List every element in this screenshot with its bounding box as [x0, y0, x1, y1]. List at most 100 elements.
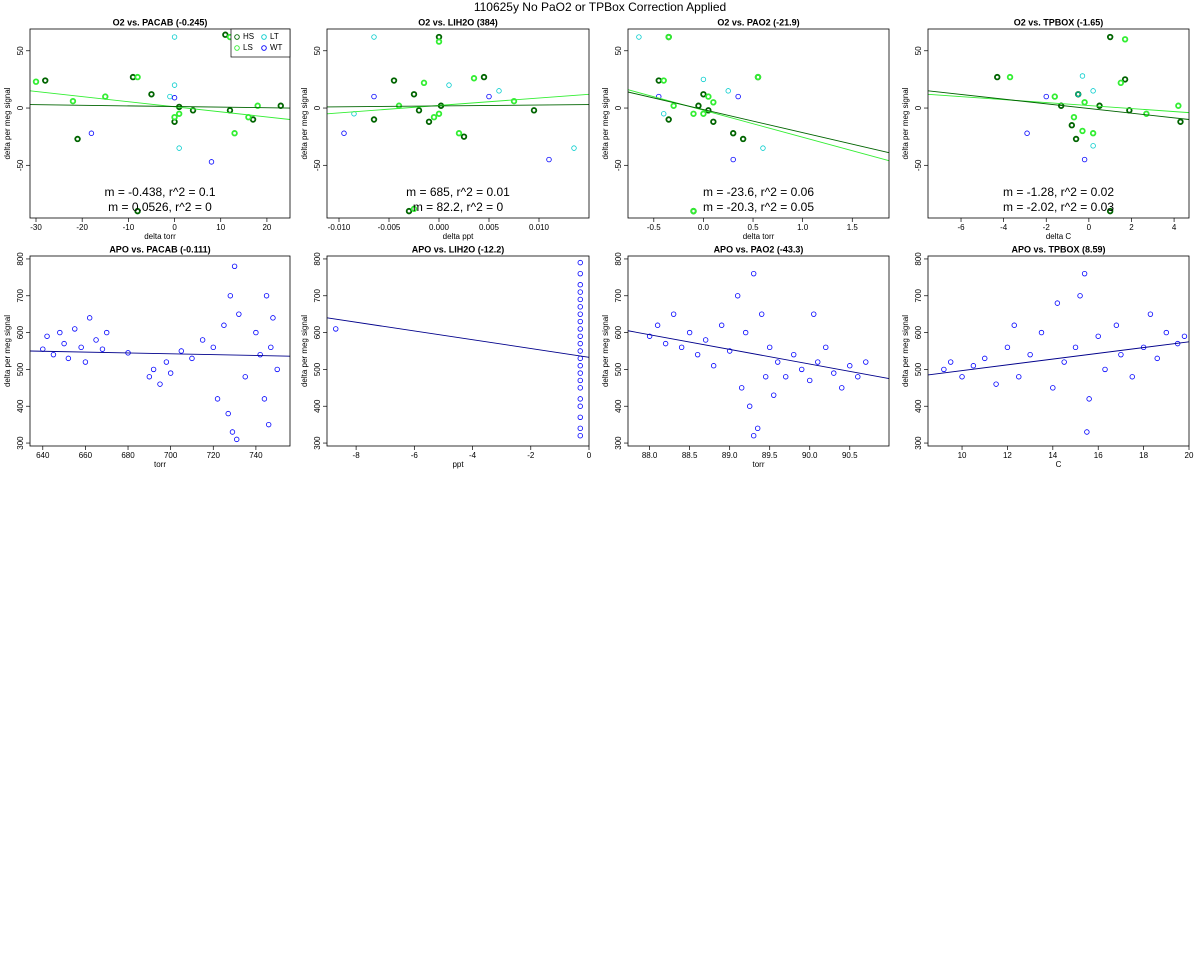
point — [146, 374, 153, 380]
point — [660, 77, 667, 84]
point — [729, 130, 737, 137]
point — [104, 329, 110, 336]
x-tick-label: 0 — [1087, 223, 1092, 232]
point — [214, 396, 221, 402]
point — [189, 355, 195, 362]
point — [171, 34, 178, 40]
point — [1143, 110, 1150, 117]
x-tick-label: 1.5 — [847, 223, 859, 232]
point — [86, 315, 93, 321]
x-tick-label: 0.0 — [698, 223, 710, 232]
point — [72, 326, 78, 332]
x-tick-label: 1.0 — [797, 223, 809, 232]
x-tick-label: 720 — [207, 451, 221, 460]
point — [1079, 127, 1086, 135]
x-tick-label: -30 — [30, 223, 42, 232]
x-tick-label: -4 — [1000, 223, 1008, 232]
y-tick-label: 50 — [614, 46, 623, 55]
fit-line — [627, 330, 890, 380]
point — [690, 207, 697, 215]
y-tick-label: 400 — [614, 399, 623, 413]
point — [577, 259, 583, 266]
y-tick-label: 700 — [313, 289, 322, 303]
fit-line — [627, 89, 890, 162]
plot-frame — [326, 255, 590, 447]
point — [577, 282, 583, 288]
x-tick-label: 18 — [1139, 451, 1148, 460]
x-tick-label: -6 — [957, 223, 965, 232]
point — [93, 337, 99, 343]
point — [725, 88, 731, 94]
point — [646, 333, 653, 339]
point — [577, 270, 583, 277]
point — [1086, 396, 1092, 402]
point — [370, 116, 378, 123]
point — [57, 329, 63, 336]
point — [231, 130, 238, 137]
point — [134, 207, 141, 215]
point — [236, 311, 242, 317]
point — [577, 296, 583, 303]
x-tick-label: 660 — [79, 451, 93, 460]
point — [270, 315, 276, 321]
point — [783, 374, 789, 380]
fit-line — [326, 317, 590, 358]
point — [199, 337, 206, 343]
point — [577, 333, 583, 339]
x-tick-label: -4 — [469, 451, 477, 460]
point — [1147, 311, 1154, 317]
x-axis-label: C — [1056, 460, 1062, 469]
point — [410, 91, 418, 98]
point — [1121, 36, 1129, 43]
y-tick-label: 400 — [16, 399, 25, 413]
point — [32, 78, 40, 85]
point — [1075, 91, 1081, 97]
x-tick-label: 4 — [1172, 223, 1177, 232]
point — [65, 355, 72, 362]
legend-marker — [261, 34, 267, 40]
y-tick-label: 500 — [914, 362, 923, 376]
y-tick-label: 50 — [313, 46, 322, 55]
point — [249, 116, 257, 123]
point — [148, 91, 155, 98]
fit-annotation: m = 0.0526, r^2 = 0 — [108, 200, 212, 214]
legend-box — [230, 28, 291, 58]
point — [746, 403, 753, 409]
point — [189, 107, 197, 114]
y-tick-label: 800 — [614, 252, 623, 266]
x-tick-label: -0.005 — [378, 223, 401, 232]
point — [941, 366, 947, 373]
point — [74, 135, 81, 143]
point — [1154, 355, 1160, 362]
panel-title: APO vs. PAO2 (-43.3) — [714, 244, 804, 254]
point — [742, 329, 749, 336]
point — [577, 432, 583, 439]
point — [710, 118, 717, 125]
point — [738, 385, 745, 391]
fit-line — [627, 91, 890, 154]
point — [577, 363, 583, 369]
point — [234, 436, 240, 443]
panel-title: APO vs. LIH2O (-12.2) — [412, 244, 505, 254]
point — [50, 351, 57, 358]
point — [430, 113, 438, 121]
point — [710, 363, 717, 369]
point — [700, 76, 707, 83]
x-tick-label: 700 — [164, 451, 178, 460]
point — [231, 263, 238, 270]
point — [678, 344, 685, 351]
x-tick-label: -0.5 — [647, 223, 661, 232]
point — [446, 82, 452, 88]
point — [775, 359, 781, 365]
point — [1181, 333, 1188, 339]
x-tick-label: 90.0 — [802, 451, 818, 460]
point — [78, 344, 84, 351]
point — [847, 363, 853, 369]
point — [705, 93, 712, 100]
point — [754, 73, 762, 81]
x-axis-label: torr — [753, 460, 765, 469]
point — [175, 110, 183, 117]
point — [959, 374, 965, 380]
point — [1121, 76, 1129, 83]
y-tick-label: 500 — [16, 362, 25, 376]
